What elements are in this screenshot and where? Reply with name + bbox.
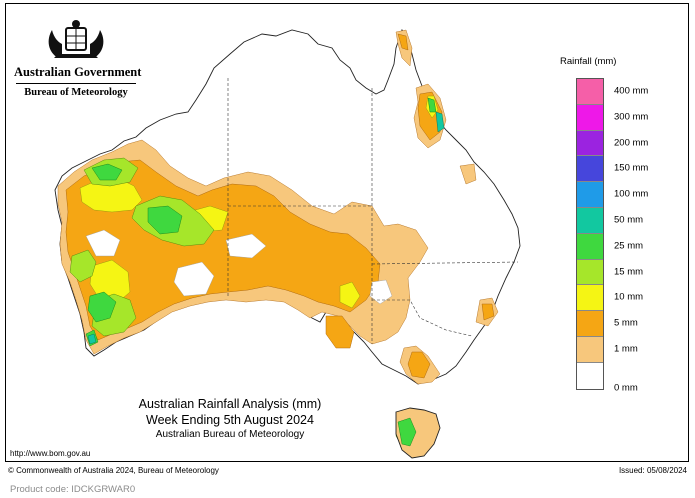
legend-label: 300 mm [614, 111, 649, 123]
legend-label: 0 mm [614, 382, 638, 394]
legend-label: 150 mm [614, 162, 649, 174]
legend-swatch [577, 233, 603, 260]
state-borders [227, 78, 519, 344]
copyright: © Commonwealth of Australia 2024, Bureau… [8, 466, 219, 475]
government-name: Australian Government [14, 65, 142, 79]
map-caption: Australian Rainfall Analysis (mm) Week E… [110, 396, 350, 441]
divider [16, 83, 136, 84]
legend-label: 5 mm [614, 317, 638, 329]
legend-swatch [577, 104, 603, 131]
legend-swatch [577, 156, 603, 183]
legend-swatch [577, 259, 603, 286]
government-logo: Australian Government Bureau of Meteorol… [14, 18, 142, 98]
product-code: Product code: IDCKGRWAR0 [10, 484, 136, 495]
legend-label: 50 mm [614, 214, 644, 226]
issued-date: Issued: 05/08/2024 [618, 466, 687, 475]
legend-label: 10 mm [614, 291, 644, 303]
legend-label: 25 mm [614, 240, 644, 252]
map-agency: Australian Bureau of Meteorology [155, 429, 305, 440]
rain-band-0mm [85, 229, 393, 305]
website-link[interactable]: http://www.bom.gov.au [10, 449, 91, 458]
legend-swatch [577, 336, 603, 363]
map-title: Australian Rainfall Analysis (mm) [138, 397, 322, 411]
legend-swatch [577, 182, 603, 208]
legend-swatch [577, 130, 603, 157]
legend-swatch [577, 79, 603, 105]
legend-label: 100 mm [614, 188, 649, 200]
legend-label: 200 mm [614, 137, 649, 148]
legend-swatch [577, 362, 603, 389]
legend-title: Rainfall (mm) [560, 56, 617, 67]
map-period: Week Ending 5th August 2024 [146, 413, 314, 427]
legend-label: 1 mm [614, 343, 638, 355]
legend-swatch [577, 285, 603, 312]
commonwealth-coat-of-arms-icon [48, 20, 104, 58]
rain-band-50mm [87, 111, 445, 345]
legend-label: 400 mm [614, 85, 649, 97]
bureau-name: Bureau of Meteorology [24, 87, 128, 98]
legend-label: 15 mm [614, 266, 644, 277]
legend [576, 78, 604, 390]
legend-swatch [577, 207, 603, 234]
legend-swatch [577, 311, 603, 337]
